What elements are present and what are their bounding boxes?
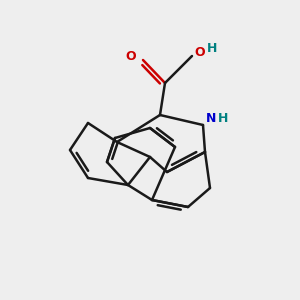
Text: O: O [195,46,205,59]
Text: N: N [206,112,216,125]
Text: H: H [207,41,217,55]
Text: H: H [218,112,228,125]
Text: O: O [126,50,136,62]
